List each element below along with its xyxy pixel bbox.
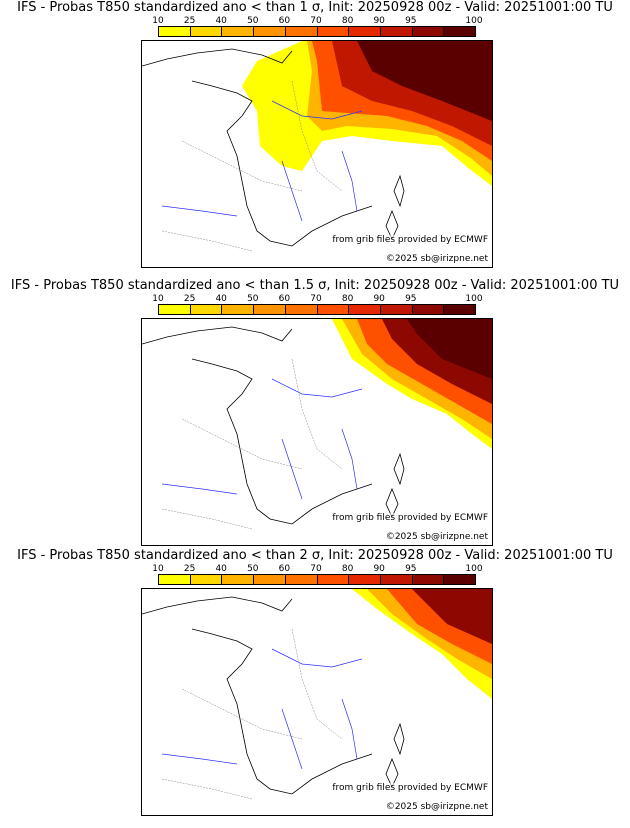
panel-title: IFS - Probas T850 standardized ano < tha… [17,548,613,563]
copyright-credit: ©2025 sb@irizpne.net [385,254,488,264]
scale-swatch [285,27,318,36]
probability-field [332,319,492,449]
scale-tick-label: 50 [247,564,259,574]
scale-swatch [159,305,191,314]
forecast-panel-1: IFS - Probas T850 standardized ano < tha… [0,0,630,270]
color-scale-bar [158,26,476,37]
scale-tick-label: 50 [247,294,259,304]
panel-title: IFS - Probas T850 standardized ano < tha… [10,278,620,293]
probability-map: from grib files provided by ECMWF ©2025 … [141,588,493,816]
scale-swatch [222,27,255,36]
scale-swatch [349,305,381,314]
copyright-credit: ©2025 sb@irizpne.net [385,532,488,542]
scale-tick-label: 90 [373,564,385,574]
scale-tick-label: 60 [278,564,291,574]
forecast-panel-3: IFS - Probas T850 standardized ano < tha… [0,548,630,818]
scale-swatch [222,305,255,314]
probability-map: from grib files provided by ECMWF ©2025 … [141,318,493,546]
scale-swatch [159,27,191,36]
color-scale-labels: 10 25 40 50 60 70 80 90 95 100 [152,564,484,574]
scale-swatch [444,305,476,314]
scale-tick-label: 80 [341,564,354,574]
map-canvas [142,589,492,800]
scale-tick-label: 60 [278,16,291,26]
scale-swatch [159,575,191,584]
scale-tick-label: 90 [373,16,385,26]
scale-swatch [444,575,476,584]
borders [161,358,343,530]
coastline [142,48,405,247]
scale-swatch [254,305,286,314]
scale-tick-label: 60 [278,294,291,304]
data-source-credit: from grib files provided by ECMWF [332,513,488,523]
scale-tick-label: 50 [247,16,259,26]
scale-swatch [254,575,286,584]
scale-swatch [285,305,318,314]
scale-swatch [412,575,445,584]
scale-swatch [380,305,413,314]
rivers [161,100,363,222]
scale-swatch [317,27,350,36]
scale-swatch [444,27,476,36]
scale-swatch [412,27,445,36]
scale-swatch [190,305,223,314]
scale-swatch [349,27,381,36]
scale-tick-label: 80 [341,294,354,304]
scale-swatch [190,575,223,584]
rivers [161,648,363,770]
scale-swatch [254,27,286,36]
data-source-credit: from grib files provided by ECMWF [332,783,488,793]
scale-tick-label: 10 [152,294,164,304]
map-canvas [142,41,492,252]
scale-tick-label: 70 [310,564,322,574]
copyright-credit: ©2025 sb@irizpne.net [385,802,488,812]
scale-tick-label: 40 [215,16,227,26]
scale-swatch [317,305,350,314]
scale-swatch [380,27,413,36]
scale-tick-label: 90 [373,294,385,304]
coastline [142,596,405,795]
color-scale-bar [158,574,476,585]
panel-title: IFS - Probas T850 standardized ano < tha… [17,0,613,15]
color-scale-labels: 10 25 40 50 60 70 80 90 95 100 [152,294,484,304]
scale-swatch [349,575,381,584]
color-scale-labels: 10 25 40 50 60 70 80 90 95 100 [152,16,484,26]
probability-field [352,589,492,699]
scale-tick-label: 40 [215,564,227,574]
scale-tick-label: 95 [405,294,417,304]
data-source-credit: from grib files provided by ECMWF [332,235,488,245]
scale-tick-label: 100 [465,294,483,304]
scale-tick-label: 25 [183,294,196,304]
scale-swatch [317,575,350,584]
scale-tick-label: 95 [405,16,417,26]
color-scale-bar [158,304,476,315]
scale-tick-label: 10 [152,16,164,26]
forecast-panel-2: IFS - Probas T850 standardized ano < tha… [0,278,630,548]
scale-tick-label: 100 [465,16,483,26]
scale-tick-label: 100 [465,564,483,574]
scale-tick-label: 40 [215,294,227,304]
scale-swatch [380,575,413,584]
scale-tick-label: 70 [310,294,322,304]
borders [161,80,343,252]
scale-tick-label: 25 [183,564,196,574]
scale-swatch [190,27,223,36]
map-canvas [142,319,492,530]
scale-tick-label: 25 [183,16,196,26]
probability-map: from grib files provided by ECMWF ©2025 … [141,40,493,268]
probability-field [242,41,492,186]
rivers [161,378,363,500]
borders [161,628,343,800]
scale-tick-label: 80 [341,16,354,26]
scale-swatch [412,305,445,314]
scale-swatch [222,575,255,584]
scale-swatch [285,575,318,584]
scale-tick-label: 10 [152,564,164,574]
scale-tick-label: 70 [310,16,322,26]
scale-tick-label: 95 [405,564,417,574]
